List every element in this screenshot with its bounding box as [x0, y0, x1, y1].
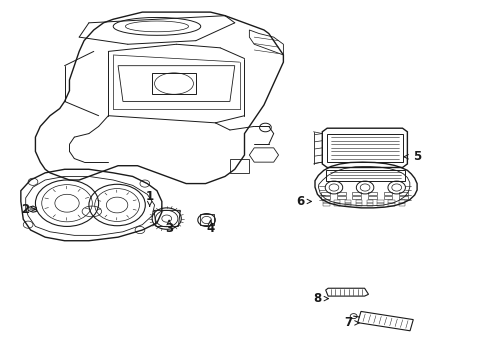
Bar: [352, 192, 361, 195]
Bar: [366, 201, 372, 203]
Text: 2: 2: [20, 203, 29, 216]
Bar: [321, 192, 329, 195]
Bar: [355, 201, 361, 203]
Bar: [333, 201, 340, 203]
Bar: [323, 201, 329, 203]
Text: 5: 5: [412, 150, 420, 163]
Text: 6: 6: [296, 195, 304, 208]
Text: 3: 3: [165, 222, 173, 235]
Bar: [323, 203, 329, 206]
Text: 1: 1: [145, 190, 153, 203]
Bar: [383, 192, 391, 195]
Bar: [398, 201, 405, 203]
Bar: [333, 203, 340, 206]
Bar: [336, 192, 345, 195]
Bar: [387, 201, 394, 203]
Bar: [367, 196, 376, 199]
Bar: [367, 192, 376, 195]
Text: 8: 8: [313, 292, 321, 305]
Bar: [398, 192, 407, 195]
Bar: [383, 196, 391, 199]
Bar: [344, 203, 350, 206]
Bar: [377, 203, 383, 206]
Bar: [352, 196, 361, 199]
Bar: [344, 201, 350, 203]
Bar: [398, 196, 407, 199]
Bar: [366, 203, 372, 206]
Bar: [355, 203, 361, 206]
Bar: [336, 196, 345, 199]
Text: 7: 7: [343, 316, 351, 329]
Bar: [321, 196, 329, 199]
Bar: [387, 203, 394, 206]
Bar: [398, 203, 405, 206]
Text: 4: 4: [206, 222, 214, 235]
Bar: [377, 201, 383, 203]
